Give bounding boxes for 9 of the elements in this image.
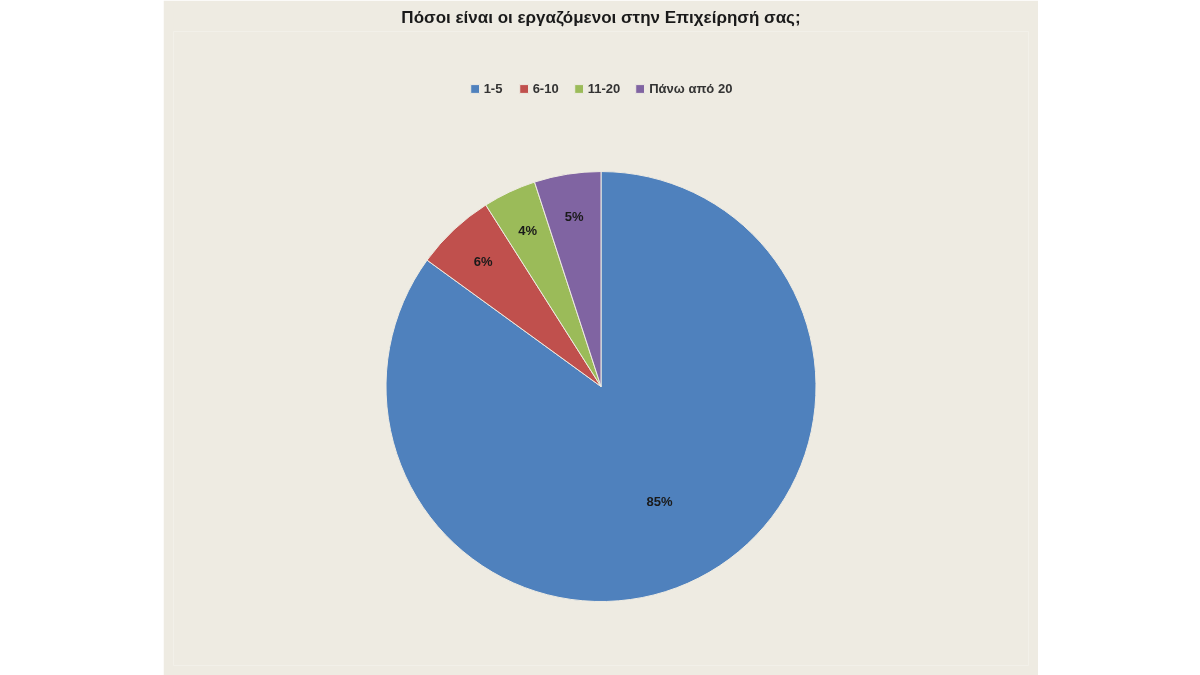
- data-label: 5%: [564, 209, 584, 225]
- data-label: 4%: [518, 223, 538, 239]
- legend-label: 6-10: [532, 81, 559, 96]
- legend-label: Πάνω από 20: [649, 81, 733, 96]
- data-label: 6%: [473, 253, 494, 269]
- data-label: 85%: [646, 493, 674, 509]
- chart-title: Πόσοι είναι οι εργαζόμενοι στην Επιχείρησή σας;: [401, 7, 801, 27]
- legend-label: 11-20: [587, 81, 621, 96]
- legend-label: 1-5: [483, 81, 504, 96]
